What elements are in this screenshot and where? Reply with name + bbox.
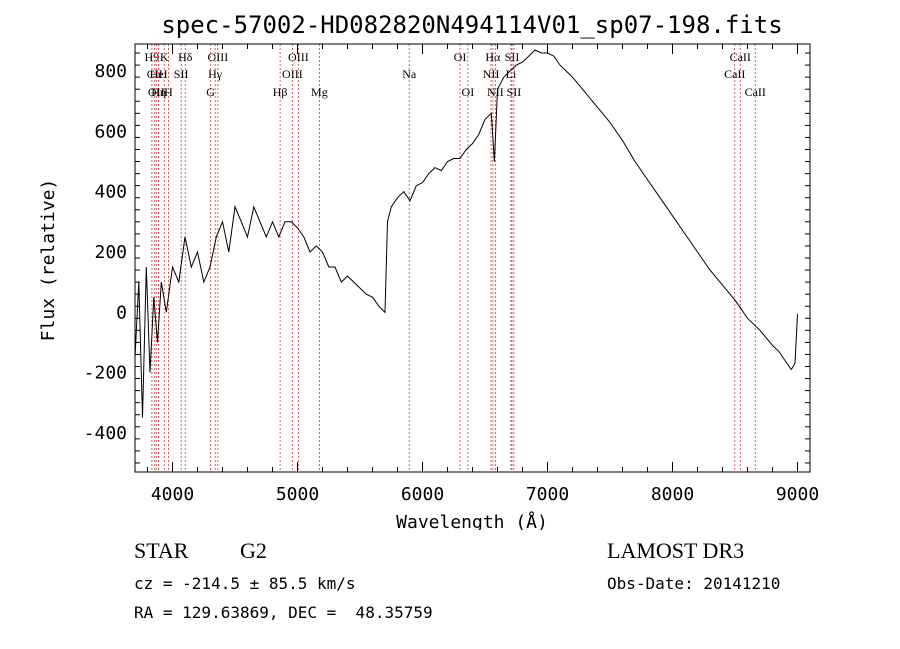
object-subclass: G2 xyxy=(240,538,267,563)
line-marker-label: OIII xyxy=(282,67,303,81)
y-tick-label: 0 xyxy=(116,302,127,323)
line-marker-label: NII xyxy=(483,67,500,81)
y-tick-label: -400 xyxy=(84,423,127,444)
line-marker-label: H9 xyxy=(145,50,160,64)
line-marker-label: OIII xyxy=(288,50,309,64)
redshift-velocity: cz = -214.5 ± 85.5 km/s xyxy=(134,574,356,593)
y-tick-label: 800 xyxy=(94,61,127,82)
observation-date: Obs-Date: 20141210 xyxy=(607,574,781,593)
y-axis-label: Flux (relative) xyxy=(38,179,59,342)
plot-frame xyxy=(134,43,811,473)
line-marker-label: CaII xyxy=(724,67,745,81)
y-tick-label: 400 xyxy=(94,182,127,203)
y-tick-label: -200 xyxy=(84,363,127,384)
line-marker-label: OI xyxy=(454,50,467,64)
line-marker-label: OIII xyxy=(208,50,229,64)
coordinates: RA = 129.63869, DEC = 48.35759 xyxy=(134,603,433,622)
line-marker-label: SII xyxy=(174,67,189,81)
x-axis-label: Wavelength (Å) xyxy=(396,511,548,530)
y-tick-label: 200 xyxy=(94,242,127,263)
line-marker-label: SII xyxy=(507,85,522,99)
line-marker-label: CaII xyxy=(745,85,766,99)
x-tick-label: 4000 xyxy=(151,484,194,505)
y-tick-label: 600 xyxy=(94,121,127,142)
x-tick-label: 7000 xyxy=(526,484,569,505)
line-marker-label: SII xyxy=(505,50,520,64)
x-tick-label: 6000 xyxy=(401,484,444,505)
line-marker-label: OII xyxy=(148,85,165,99)
survey-name: LAMOST DR3 xyxy=(607,538,745,563)
line-marker-label: K xyxy=(160,50,169,64)
line-marker-label: Mg xyxy=(311,85,328,99)
line-marker-label: Na xyxy=(402,67,417,81)
line-marker-label: H xyxy=(164,85,173,99)
line-marker-label: OI xyxy=(462,85,475,99)
spectrum-line xyxy=(134,49,798,418)
line-marker-label: G xyxy=(206,85,215,99)
chart-title: spec-57002-HD082820N494114V01_sp07-198.f… xyxy=(161,11,782,39)
x-tick-label: 5000 xyxy=(276,484,319,505)
line-marker-label: Hγ xyxy=(208,67,223,81)
x-tick-label: 8000 xyxy=(651,484,694,505)
line-marker-label: Hα xyxy=(485,50,501,64)
line-marker-label: Hη xyxy=(151,85,166,99)
line-marker-label: Li xyxy=(506,67,517,81)
line-marker-label: CaII xyxy=(730,50,751,64)
line-marker-label: Hβ xyxy=(273,85,288,99)
line-marker-label: NII xyxy=(487,85,504,99)
x-tick-label: 9000 xyxy=(776,484,819,505)
line-marker-label: Hδ xyxy=(178,50,193,64)
axes-group: 4000 5000 6000 7000 8000 9000 -400 -200 0 200 400 6… xyxy=(84,43,819,505)
object-class: STAR xyxy=(134,538,189,563)
